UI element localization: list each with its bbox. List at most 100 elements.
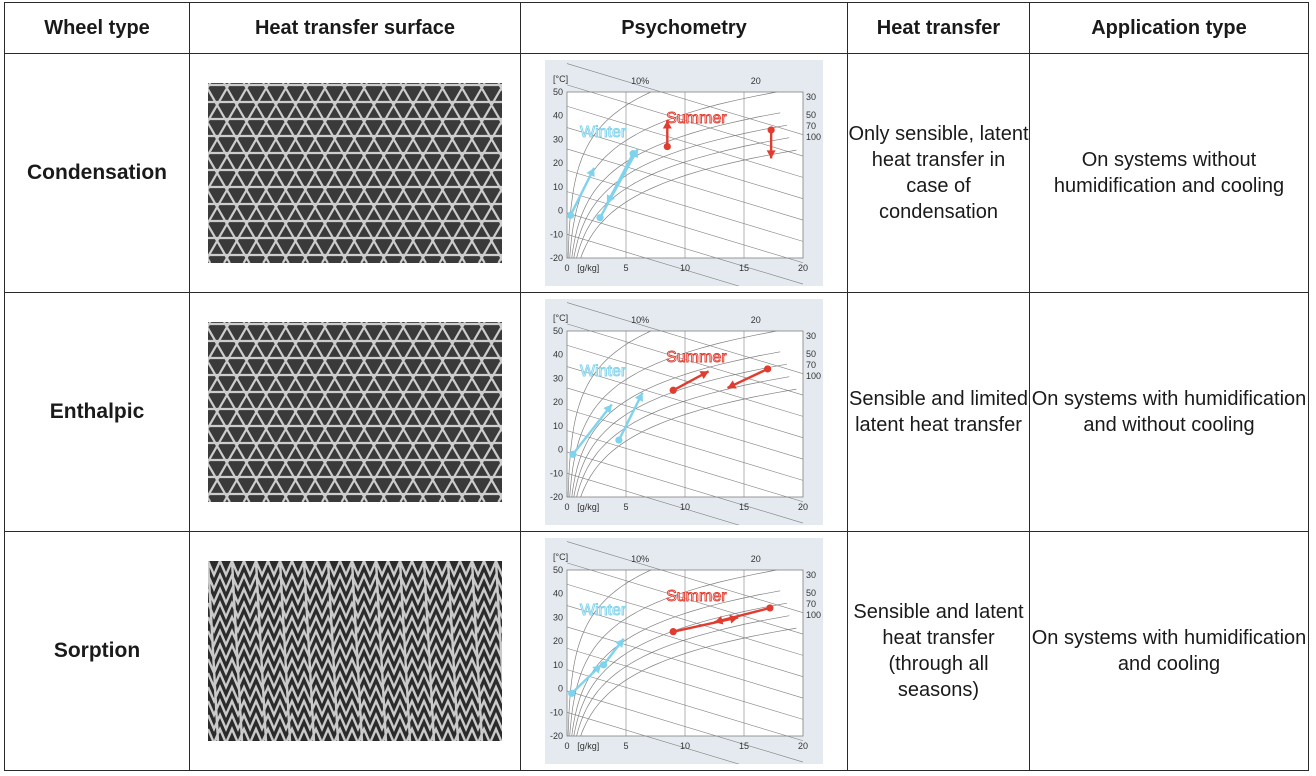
enthalpy-line [566,451,804,524]
x-tick-label: 20 [798,741,808,751]
humidity-curve [576,376,790,498]
x-tick-label: 5 [623,502,628,512]
x-tick-label: 15 [739,741,749,751]
humidity-curve [571,112,781,259]
y-tick-label: -20 [550,253,563,263]
winter-arrow-line [571,403,613,456]
winter-label: Winter [580,602,627,619]
enthalpy-line [566,408,804,481]
enthalpy-line [566,212,804,285]
summer-arrow-point [669,386,677,394]
x-tick-label: 0 [564,502,569,512]
rh-right-label: 30 [806,331,816,341]
enthalpy-line [566,562,804,635]
humidity-curve [580,149,797,259]
humidity-curve [573,363,787,498]
winter-arrow-head [615,638,624,648]
x-tick-label: 5 [623,263,628,273]
enthalpy-line [566,387,804,460]
rh-top-label: 10% [631,554,649,564]
x-tick-label: 10 [680,741,690,751]
humidity-curve [571,351,781,498]
application-cell: On systems with humidification and witho… [1029,292,1309,532]
wheel-type-cell: Condensation [4,53,190,293]
summer-arrow-head [727,380,737,389]
summer-label: Summer [666,588,727,605]
y-tick-label: 10 [553,182,563,192]
summer-label: Summer [666,110,727,127]
enthalpy-line [566,302,804,374]
header-application-type: Application type [1029,2,1309,54]
heat-transfer-cell: Only sensible, latent heat transfer in c… [847,53,1030,293]
winter-arrow-head [634,392,643,402]
winter-arrow-point [596,214,604,222]
surface-cell [189,292,521,532]
x-tick-label: [g/kg] [577,263,599,273]
y-tick-label: -10 [550,707,563,717]
winter-arrow-point [568,689,576,697]
enthalpy-line [566,605,804,678]
y-tick-label: 20 [553,397,563,407]
surface-texture-image [208,322,502,502]
enthalpy-line [566,669,804,742]
enthalpy-line [566,127,804,200]
y-unit-label: [°C] [553,552,568,562]
enthalpy-line [566,63,804,135]
y-tick-label: 30 [553,373,563,383]
surface-cell [189,53,521,293]
enthalpy-line [566,323,804,396]
winter-arrow-point [629,150,637,158]
surface-cell [189,531,521,771]
humidity-curve [580,627,797,737]
y-tick-label: -20 [550,731,563,741]
summer-label: Summer [666,349,727,366]
humidity-curve [567,91,651,259]
enthalpy-line [566,430,804,503]
application-cell: On systems with humidification and cooli… [1029,531,1309,771]
humidity-curve [571,590,781,737]
enthalpy-line [566,626,804,699]
rh-top-label: 10% [631,315,649,325]
summer-arrow-point [767,126,775,134]
humidity-curve [569,569,777,737]
enthalpy-line [566,84,804,157]
heat-transfer-cell: Sensible and latent heat transfer (throu… [847,531,1030,771]
rh-right-label: 70 [806,599,816,609]
rh-right-label: 50 [806,110,816,120]
rh-right-label: 70 [806,121,816,131]
winter-arrow-line [569,167,596,216]
rh-right-label: 30 [806,92,816,102]
header-heat-transfer-surface: Heat transfer surface [189,2,521,54]
summer-arrow-point [669,628,677,636]
x-tick-label: 20 [798,502,808,512]
enthalpy-line [566,472,740,525]
x-tick-label: 0 [564,741,569,751]
y-tick-label: 20 [553,636,563,646]
surface-mesh [208,561,502,741]
psychometry-cell: 50 40 30 20 10 0 -10 -20 [°C] 0 [g/kg] 5 10 15 20 10% 20… [520,531,848,771]
psychometry-cell: 50 40 30 20 10 0 -10 -20 [°C] 0 [g/kg] 5 10 15 20 10% 20… [520,292,848,532]
winter-arrow-line [606,153,635,205]
humidity-curve [580,388,797,498]
table-row: Enthalpic 50 40 30 20 10 0 -10 -20 [°C] 0 [g/kg] 5 1… [4,292,1309,532]
y-tick-label: 50 [553,565,563,575]
summer-arrow-line [714,606,771,624]
winter-label: Winter [580,124,627,141]
table-row: Sorption 50 40 30 20 10 0 -10 -20 [°C] 0 [g/kg] 5 10… [4,531,1309,771]
winter-arrow-line [617,392,644,441]
enthalpy-line [566,541,804,613]
rh-top-label: 10% [631,76,649,86]
surface-texture-image [208,561,502,741]
enthalpy-line [566,105,804,178]
summer-arrow-point [663,142,671,151]
winter-arrow-point [566,211,575,219]
rh-right-label: 100 [806,132,821,142]
y-tick-label: 50 [553,326,563,336]
humidity-curve [573,602,787,737]
y-tick-label: 40 [553,589,563,599]
rh-right-label: 50 [806,588,816,598]
surface-mesh [208,322,502,502]
